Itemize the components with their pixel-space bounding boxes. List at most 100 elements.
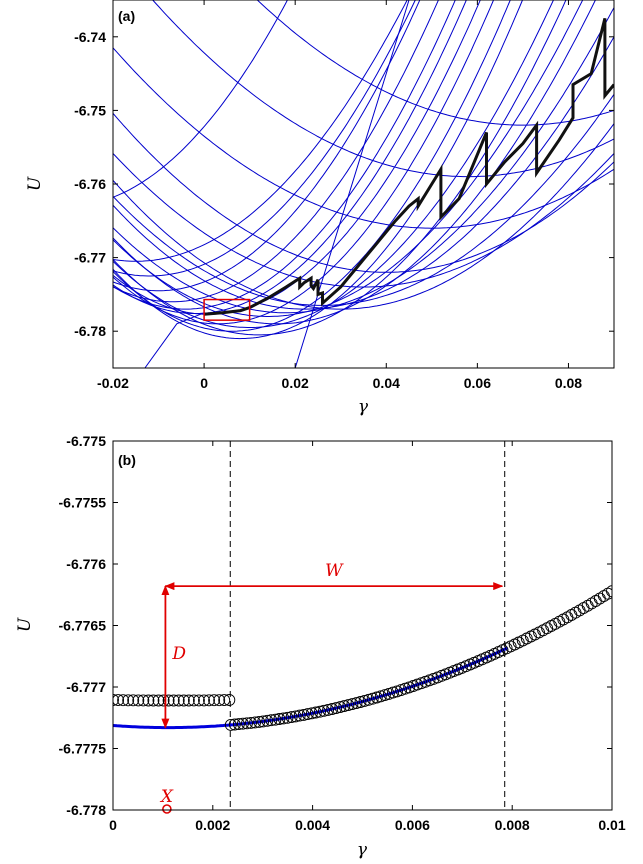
panel-a-stress-path bbox=[203, 18, 614, 316]
panel-b-data-point bbox=[232, 718, 245, 731]
panel-b-data-point bbox=[203, 694, 215, 707]
panel-b-data-point bbox=[187, 694, 200, 707]
panel-a-branch-curve bbox=[113, 6, 614, 314]
panel-b-data-point bbox=[113, 694, 125, 707]
panel-b-data-point bbox=[289, 710, 302, 723]
panel-b-data-point bbox=[147, 694, 160, 707]
panel-a-branch-curve bbox=[113, 122, 614, 310]
panel-b-data-point bbox=[342, 699, 355, 712]
panel-b-data-point bbox=[253, 715, 266, 728]
panel-a-xlabel: γ bbox=[358, 397, 369, 417]
panel-b-data-point bbox=[322, 703, 335, 716]
panel-b-data-point bbox=[358, 694, 371, 707]
panel-a-ytick-label: -6.78 bbox=[74, 323, 106, 339]
panel-a-xtick-label: 0.08 bbox=[555, 375, 582, 391]
panel-b-data-point bbox=[293, 709, 306, 722]
panel-a-branch-curve bbox=[113, 0, 524, 340]
panel-a-branch-curve bbox=[113, 0, 456, 310]
panel-a-branch-curve bbox=[113, 152, 614, 288]
panel-a-branch-curve bbox=[113, 0, 408, 262]
panel-b-data-point bbox=[224, 718, 237, 731]
panel-b-x-label: X bbox=[159, 787, 174, 807]
panel-b-data-point bbox=[309, 706, 322, 719]
panel-b-xtick-label: 0.002 bbox=[195, 817, 230, 833]
panel-a-zoom-box bbox=[203, 298, 251, 321]
panel-b-data-point bbox=[314, 705, 326, 718]
panel-b-data-point bbox=[285, 711, 298, 724]
panel-b-xtick-label: 0.01 bbox=[598, 817, 625, 833]
panel-b-ytick-label: -6.776 bbox=[66, 556, 106, 572]
panel-b-data-point bbox=[218, 694, 231, 707]
panel-a-xtick-label: 0.06 bbox=[464, 375, 491, 391]
panel-a-ticks: -0.02 0 0.02 0.04 0.06 0.08 -6.74 -6.75 -6.76 -6.… bbox=[74, 0, 614, 391]
panel-b-w-label: W bbox=[325, 561, 344, 581]
panel-b-x-marker bbox=[162, 804, 172, 814]
panel-b-data-point bbox=[269, 713, 282, 726]
panel-b-ytick-label: -6.7765 bbox=[59, 618, 107, 634]
panel-b-data-point bbox=[182, 694, 195, 707]
panel-a-plot-area bbox=[113, 0, 614, 368]
panel-a-label: (a) bbox=[118, 8, 135, 24]
panel-b-data-point bbox=[354, 696, 367, 708]
panel-b-data-point bbox=[265, 714, 278, 727]
panel-b-data-point bbox=[249, 716, 262, 729]
panel-b-d-label: D bbox=[171, 644, 186, 664]
panel-b-data-point bbox=[198, 694, 210, 707]
panel-b-data-point bbox=[241, 717, 253, 730]
panel-b-ytick-label: -6.7775 bbox=[59, 741, 107, 757]
panel-b-data-point bbox=[213, 694, 226, 707]
panel-b-data-point bbox=[273, 713, 286, 725]
panel-b-xtick-label: 0 bbox=[109, 817, 117, 833]
panel-a-branch-curve bbox=[256, 0, 614, 126]
panel-b-data-point bbox=[338, 700, 351, 713]
panel-b-data-point bbox=[223, 694, 236, 706]
panel-b-data-point bbox=[297, 708, 310, 721]
panel-b-data-point bbox=[301, 708, 314, 721]
panel-a-branch-curve bbox=[113, 0, 596, 325]
panel-b-data-point bbox=[162, 694, 175, 707]
panel-b-data-point bbox=[277, 712, 290, 725]
panel-a-xtick-label: -0.02 bbox=[97, 375, 129, 391]
panel-a-branch-curve bbox=[113, 112, 614, 273]
panel-b-data-point bbox=[236, 717, 249, 730]
panel-b-data-point bbox=[177, 694, 190, 707]
panel-a-ylabel: U bbox=[25, 176, 45, 191]
panel-b-annotations: W D X bbox=[159, 561, 504, 814]
panel-b-data-point bbox=[167, 694, 180, 707]
panel-a-xtick-label: 0.02 bbox=[282, 375, 309, 391]
panel-b: W D X 0 0.002 0.004 0.006 0.008 0.01 -6.775 -6.77… bbox=[15, 433, 626, 860]
panel-a-branch-curve bbox=[113, 93, 614, 306]
panel-a-branch-curve bbox=[113, 0, 416, 277]
panel-b-data-point bbox=[334, 701, 347, 714]
panel-b-data-point bbox=[117, 694, 130, 707]
panel-b-data-point bbox=[228, 718, 241, 731]
panel-b-data-point bbox=[127, 694, 140, 707]
panel-b-data-point bbox=[137, 694, 150, 707]
panel-a-branch-curve bbox=[152, 0, 614, 178]
panel-a-red-zoom-rectangle bbox=[203, 298, 251, 321]
panel-a-loading-path bbox=[203, 18, 614, 316]
panel-b-data-point bbox=[281, 711, 294, 724]
panel-a: -0.02 0 0.02 0.04 0.06 0.08 -6.74 -6.75 -6.76 -6.… bbox=[25, 0, 615, 417]
panel-a-ytick-label: -6.77 bbox=[74, 250, 106, 266]
panel-a-ytick-label: -6.74 bbox=[74, 29, 106, 45]
panel-b-label: (b) bbox=[118, 452, 136, 468]
panel-b-data-point bbox=[606, 585, 612, 598]
panel-b-xlabel: γ bbox=[357, 840, 368, 860]
panel-a-branch-curve bbox=[144, 312, 205, 368]
panel-a-ytick-label: -6.76 bbox=[74, 176, 106, 192]
panel-b-ticks: 0 0.002 0.004 0.006 0.008 0.01 -6.775 -6.7755 -6… bbox=[59, 433, 626, 833]
panel-b-ytick-label: -6.777 bbox=[66, 679, 106, 695]
panel-b-data-point bbox=[192, 694, 205, 707]
panel-b-xtick-label: 0.004 bbox=[295, 817, 330, 833]
panel-b-data-point bbox=[261, 714, 274, 727]
panel-b-data-point bbox=[346, 698, 359, 711]
panel-b-data-point bbox=[122, 694, 135, 707]
panel-b-data-point bbox=[245, 716, 257, 729]
panel-b-data-point bbox=[208, 694, 221, 707]
panel-b-ytick-label: -6.7755 bbox=[59, 495, 107, 511]
panel-b-data-markers bbox=[113, 585, 612, 731]
panel-a-branch-curve bbox=[113, 0, 511, 332]
panel-a-branch-curve bbox=[113, 0, 481, 315]
panel-b-data-point bbox=[330, 702, 343, 715]
